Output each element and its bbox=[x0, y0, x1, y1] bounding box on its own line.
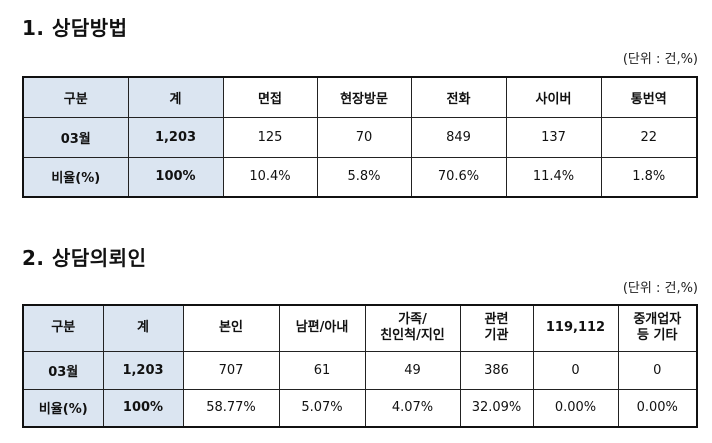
table-cell: 49 bbox=[364, 350, 461, 390]
table-cell: 5.8% bbox=[316, 156, 412, 198]
table-cell: 0 bbox=[617, 350, 698, 390]
table-cell: 125 bbox=[222, 116, 318, 158]
table-cell: 32.09% bbox=[459, 388, 534, 428]
table-cell: 58.77% bbox=[182, 388, 280, 428]
header-cell: 119,112 bbox=[532, 304, 619, 352]
header-cell: 본인 bbox=[182, 304, 280, 352]
section-title-client-type: 2. 상담의뢰인 bbox=[22, 246, 147, 270]
row-label: 비율(%) bbox=[22, 156, 129, 198]
table-cell: 70.6% bbox=[410, 156, 507, 198]
table-cell: 849 bbox=[410, 116, 507, 158]
table-cell: 0 bbox=[532, 350, 619, 390]
total-cell: 1,203 bbox=[102, 350, 184, 390]
table-header-row: 구분 계 본인 남편/아내 가족/ 친인척/지인 관련 기관 119,112 중… bbox=[22, 304, 698, 352]
header-cell: 사이버 bbox=[505, 76, 602, 118]
header-cell: 가족/ 친인척/지인 bbox=[364, 304, 461, 352]
table-cell: 61 bbox=[278, 350, 366, 390]
table-cell: 11.4% bbox=[505, 156, 602, 198]
header-cell: 관련 기관 bbox=[459, 304, 534, 352]
total-cell: 100% bbox=[127, 156, 224, 198]
table-cell: 707 bbox=[182, 350, 280, 390]
unit-note: (단위 : 건,%) bbox=[622, 52, 698, 67]
table-cell: 70 bbox=[316, 116, 412, 158]
table-cell: 0.00% bbox=[617, 388, 698, 428]
header-cell: 통번역 bbox=[600, 76, 698, 118]
consultation-method-table: 구분 계 면접 현장방문 전화 사이버 통번역 03월 1,203 125 70… bbox=[22, 76, 698, 198]
table-cell: 4.07% bbox=[364, 388, 461, 428]
total-cell: 100% bbox=[102, 388, 184, 428]
client-type-table: 구분 계 본인 남편/아내 가족/ 친인척/지인 관련 기관 119,112 중… bbox=[22, 304, 698, 428]
row-label: 03월 bbox=[22, 116, 129, 158]
table-row: 비율(%) 100% 58.77% 5.07% 4.07% 32.09% 0.0… bbox=[22, 388, 698, 428]
table-cell: 0.00% bbox=[532, 388, 619, 428]
row-label: 03월 bbox=[22, 350, 104, 390]
header-cell: 현장방문 bbox=[316, 76, 412, 118]
header-cell: 전화 bbox=[410, 76, 507, 118]
header-cell: 구분 bbox=[22, 76, 129, 118]
total-cell: 1,203 bbox=[127, 116, 224, 158]
table-cell: 386 bbox=[459, 350, 534, 390]
header-cell: 남편/아내 bbox=[278, 304, 366, 352]
row-label: 비율(%) bbox=[22, 388, 104, 428]
table-cell: 5.07% bbox=[278, 388, 366, 428]
table-cell: 1.8% bbox=[600, 156, 698, 198]
table-cell: 10.4% bbox=[222, 156, 318, 198]
table-header-row: 구분 계 면접 현장방문 전화 사이버 통번역 bbox=[22, 76, 698, 118]
header-cell: 계 bbox=[102, 304, 184, 352]
table-cell: 22 bbox=[600, 116, 698, 158]
section-title-consultation-method: 1. 상담방법 bbox=[22, 16, 128, 40]
table-row: 03월 1,203 125 70 849 137 22 bbox=[22, 116, 698, 158]
table-row: 03월 1,203 707 61 49 386 0 0 bbox=[22, 350, 698, 390]
header-cell: 중개업자 등 기타 bbox=[617, 304, 698, 352]
header-cell: 면접 bbox=[222, 76, 318, 118]
table-cell: 137 bbox=[505, 116, 602, 158]
unit-note: (단위 : 건,%) bbox=[622, 281, 698, 296]
header-cell: 구분 bbox=[22, 304, 104, 352]
header-cell: 계 bbox=[127, 76, 224, 118]
table-row: 비율(%) 100% 10.4% 5.8% 70.6% 11.4% 1.8% bbox=[22, 156, 698, 198]
